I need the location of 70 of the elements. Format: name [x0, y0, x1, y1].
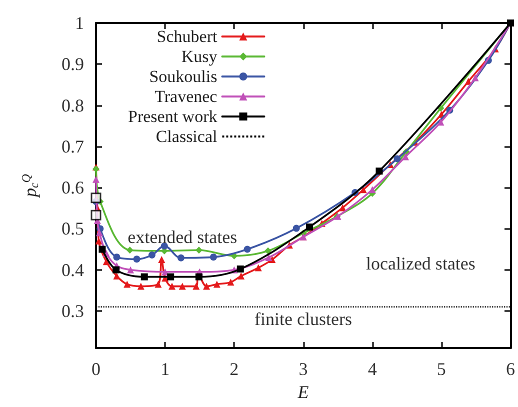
annotation: finite clusters	[254, 309, 352, 330]
point	[167, 273, 174, 280]
point	[127, 266, 134, 274]
point	[96, 229, 103, 236]
x-tick-label: 3	[298, 359, 308, 379]
y-tick-label: 0.3	[62, 300, 84, 321]
point	[113, 254, 120, 261]
point	[92, 176, 100, 183]
point	[112, 266, 120, 274]
legend-label: Classical	[156, 127, 218, 146]
point	[90, 210, 102, 220]
x-tick-label: 2	[230, 359, 239, 379]
point	[195, 273, 202, 280]
legend-label: Kusy	[181, 47, 218, 66]
point	[168, 282, 176, 290]
point	[137, 282, 144, 290]
y-tick-label: 0.6	[62, 178, 84, 198]
x-tick-label: 1	[160, 359, 170, 379]
point	[92, 166, 100, 173]
point	[162, 268, 169, 276]
point	[213, 280, 220, 288]
y-tick-label: 0.4	[62, 260, 84, 280]
point	[158, 256, 166, 264]
point	[238, 272, 245, 280]
legend-label: Soukoulis	[149, 67, 218, 86]
annotation: extended states	[128, 226, 238, 247]
legend-label: Schubert	[156, 27, 218, 46]
point	[472, 74, 479, 82]
point	[178, 282, 186, 290]
point	[133, 256, 140, 263]
annotation: localized states	[366, 254, 476, 274]
legend-label: Travenec	[154, 87, 218, 106]
point	[90, 192, 102, 204]
x-tick-label: 5	[436, 359, 446, 379]
point	[236, 266, 244, 273]
point	[177, 254, 184, 262]
x-tick-label: 0	[92, 359, 100, 379]
point	[148, 252, 156, 259]
point	[265, 254, 272, 261]
y-tick-label: 0.8	[62, 95, 84, 116]
y-tick-label: 0.5	[62, 218, 84, 239]
point	[306, 224, 313, 231]
point	[368, 186, 376, 194]
point	[195, 246, 202, 254]
point	[126, 246, 134, 254]
point	[95, 238, 102, 245]
y-axis-title: pcQ	[19, 174, 41, 199]
point	[254, 264, 262, 272]
point	[124, 280, 131, 288]
point	[203, 282, 210, 290]
point	[437, 118, 444, 126]
x-axis-title: E	[296, 382, 309, 402]
point	[192, 282, 200, 290]
point	[227, 278, 234, 286]
x-tick-label: 4	[368, 359, 377, 379]
point	[376, 168, 383, 175]
y-tick-label: 0.7	[62, 136, 84, 156]
point	[98, 246, 106, 253]
y-tick-label: 0.9	[62, 54, 84, 74]
y-tick-label: 1	[75, 13, 84, 33]
point	[244, 246, 251, 253]
x-tick-label: 6	[506, 359, 515, 379]
point	[264, 247, 272, 254]
point	[210, 254, 217, 261]
legend-label: Present work	[128, 107, 218, 126]
point	[292, 224, 300, 232]
point	[140, 273, 148, 280]
point	[394, 155, 401, 162]
point	[154, 280, 162, 288]
point	[113, 272, 120, 280]
